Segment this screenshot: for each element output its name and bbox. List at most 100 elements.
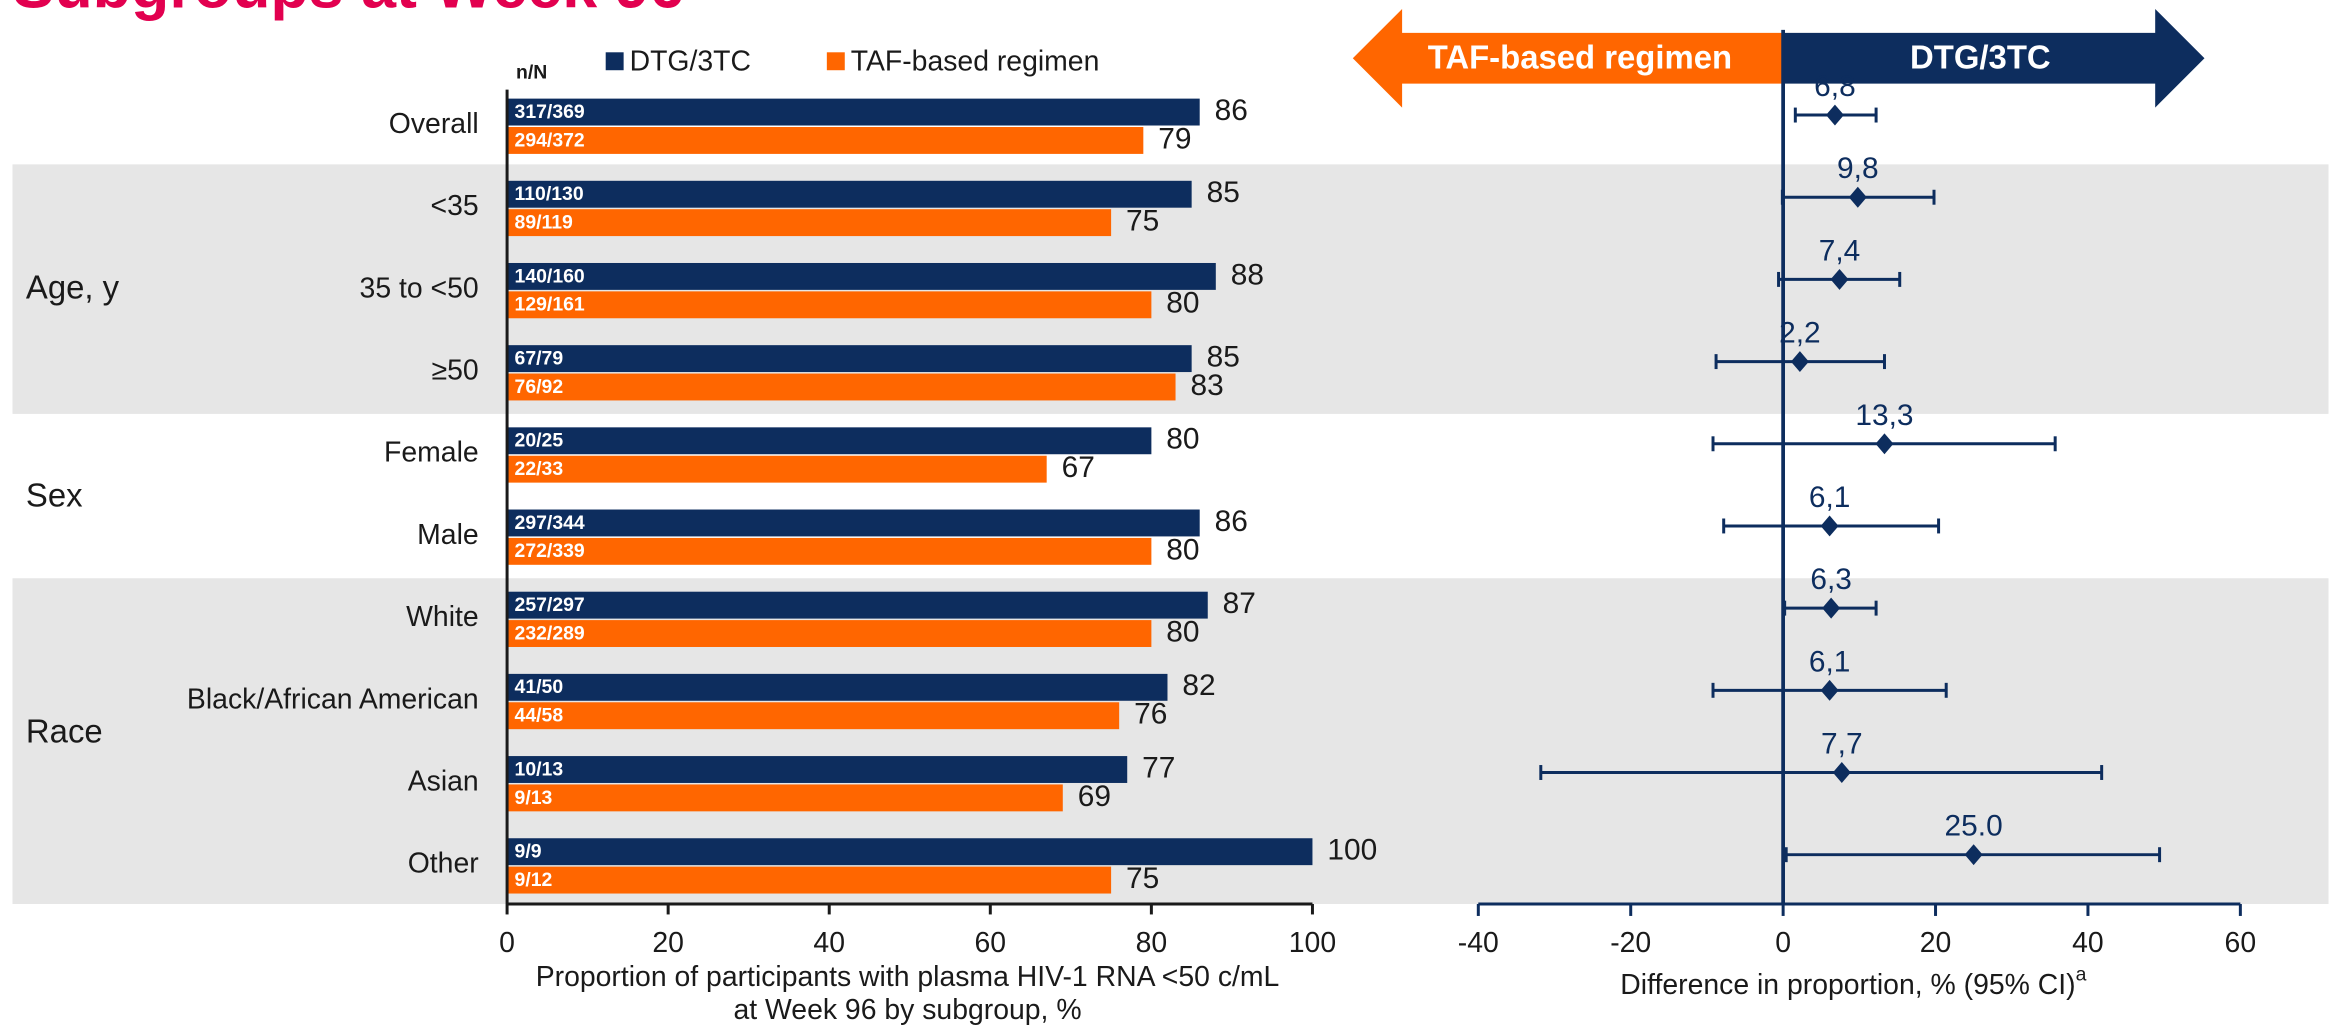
category-label: Black/African American bbox=[187, 683, 479, 715]
count-label: 272/339 bbox=[515, 540, 585, 562]
bar bbox=[507, 537, 1152, 565]
x-tick-label: 20 bbox=[1920, 927, 1952, 959]
bar bbox=[507, 702, 1120, 730]
bar bbox=[507, 373, 1176, 401]
bar bbox=[507, 127, 1144, 154]
count-label: 129/161 bbox=[515, 294, 585, 316]
value-label: 76 bbox=[1134, 698, 1167, 731]
value-label: 82 bbox=[1182, 669, 1215, 702]
estimate-label: 6,8 bbox=[1814, 70, 1856, 103]
value-label: 75 bbox=[1126, 862, 1159, 895]
estimate-label: 6,3 bbox=[1810, 563, 1852, 596]
category-label: Asian bbox=[408, 765, 479, 797]
category-label: ≥50 bbox=[432, 355, 479, 387]
count-label: 110/130 bbox=[515, 183, 584, 205]
x-tick-label: -20 bbox=[1610, 927, 1651, 959]
category-label: 35 to <50 bbox=[360, 272, 479, 304]
count-label: 317/369 bbox=[515, 101, 585, 123]
count-label: 9/13 bbox=[515, 787, 553, 809]
value-label: 83 bbox=[1190, 369, 1223, 402]
value-label: 80 bbox=[1166, 287, 1199, 320]
count-label: 232/289 bbox=[515, 622, 585, 644]
count-label: 89/119 bbox=[515, 212, 573, 234]
category-label: <35 bbox=[431, 190, 479, 222]
estimate-label: 9,8 bbox=[1837, 152, 1879, 185]
category-label: Overall bbox=[389, 108, 479, 140]
x-tick-label: 0 bbox=[499, 927, 515, 959]
group-label: Race bbox=[26, 712, 103, 749]
count-label: 140/160 bbox=[515, 265, 585, 287]
value-label: 80 bbox=[1166, 533, 1199, 566]
x-tick-label: 80 bbox=[1136, 927, 1168, 959]
category-label: Male bbox=[417, 519, 479, 551]
estimate-marker bbox=[1875, 433, 1894, 455]
count-label: 294/372 bbox=[515, 129, 585, 151]
count-label: 20/25 bbox=[515, 430, 564, 452]
estimate-marker bbox=[1820, 515, 1839, 537]
category-label: White bbox=[406, 601, 479, 633]
estimate-label: 7,4 bbox=[1819, 234, 1861, 267]
value-label: 88 bbox=[1231, 258, 1264, 291]
bar bbox=[507, 262, 1216, 290]
title: Subgroups at Week 96 bbox=[12, 0, 684, 22]
estimate-marker bbox=[1825, 104, 1844, 126]
value-label: 100 bbox=[1327, 834, 1377, 867]
x-tick-label: 0 bbox=[1775, 927, 1791, 959]
count-label: 44/58 bbox=[515, 705, 564, 727]
x-axis-label: at Week 96 by subgroup, % bbox=[733, 994, 1081, 1026]
x-tick-label: -40 bbox=[1458, 927, 1499, 959]
legend-label: DTG/3TC bbox=[630, 45, 751, 77]
arrow-label: DTG/3TC bbox=[1910, 38, 2051, 75]
category-label: Female bbox=[384, 437, 479, 469]
count-label: 9/9 bbox=[515, 841, 542, 863]
bar bbox=[507, 620, 1152, 647]
x-tick-label: 40 bbox=[2072, 927, 2104, 959]
x-tick-label: 100 bbox=[1289, 927, 1336, 959]
x-tick-label: 60 bbox=[2225, 927, 2257, 959]
bar bbox=[507, 838, 1313, 866]
value-label: 80 bbox=[1166, 615, 1199, 648]
estimate-marker bbox=[1820, 679, 1839, 701]
legend-label: TAF-based regimen bbox=[851, 45, 1100, 77]
value-label: 86 bbox=[1215, 505, 1248, 538]
legend-swatch bbox=[605, 52, 624, 71]
estimate-label: 13,3 bbox=[1855, 399, 1913, 432]
x-axis-label: Difference in proportion, % (95% CI)a bbox=[1620, 964, 2086, 1001]
footnote-marker: a bbox=[2076, 964, 2087, 986]
bar bbox=[507, 455, 1047, 483]
estimate-label: 6,1 bbox=[1809, 645, 1851, 678]
bar bbox=[507, 209, 1112, 237]
left-arrow bbox=[1352, 8, 1784, 108]
count-label: 297/344 bbox=[515, 512, 585, 534]
bar bbox=[507, 866, 1112, 894]
bar bbox=[507, 180, 1192, 208]
bar bbox=[507, 98, 1200, 126]
estimate-label: 7,7 bbox=[1821, 727, 1863, 760]
value-label: 80 bbox=[1166, 423, 1199, 456]
estimate-label: 25.0 bbox=[1945, 810, 2003, 843]
estimate-label: 6,1 bbox=[1809, 481, 1851, 514]
value-label: 79 bbox=[1158, 122, 1191, 155]
value-label: 75 bbox=[1126, 205, 1159, 238]
bar bbox=[507, 509, 1200, 537]
x-axis-label: Proportion of participants with plasma H… bbox=[536, 961, 1280, 993]
estimate-label: 2,2 bbox=[1779, 317, 1821, 350]
legend-swatch bbox=[826, 52, 845, 71]
count-label: 22/33 bbox=[515, 458, 564, 480]
value-label: 85 bbox=[1207, 176, 1240, 209]
category-label: Other bbox=[408, 848, 479, 880]
x-tick-label: 20 bbox=[652, 927, 684, 959]
bar bbox=[507, 345, 1192, 373]
count-label: 67/79 bbox=[515, 347, 564, 369]
value-label: 77 bbox=[1142, 751, 1175, 784]
bar bbox=[507, 291, 1152, 319]
count-label: 257/297 bbox=[515, 594, 585, 616]
value-label: 86 bbox=[1215, 94, 1248, 127]
count-label: 76/92 bbox=[515, 376, 564, 398]
group-label: Sex bbox=[26, 476, 83, 513]
count-label: 10/13 bbox=[515, 758, 564, 780]
bar bbox=[507, 756, 1128, 783]
group-label: Age, y bbox=[26, 269, 120, 306]
bar bbox=[507, 784, 1063, 812]
count-label: 9/12 bbox=[515, 869, 553, 891]
